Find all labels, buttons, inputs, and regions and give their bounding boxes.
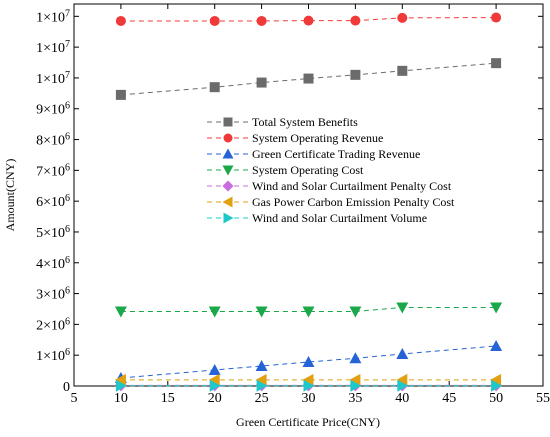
x-axis-label: Green Certificate Price(CNY) [236,415,380,429]
x-tick-label: 25 [255,391,269,406]
x-tick-label: 55 [536,391,550,406]
legend-item: Total System Benefits [207,115,358,129]
data-point [396,302,408,313]
x-tick-label: 20 [208,391,222,406]
data-point [396,348,408,359]
y-tick-label: 1×107 [36,69,70,87]
x-tick-label: 45 [442,391,456,406]
x-tick-label: 15 [161,391,175,406]
legend-item: Gas Power Carbon Emission Penalty Cost [207,195,455,209]
series [116,58,501,100]
y-tick-label: 0 [63,380,70,395]
data-point [257,78,267,88]
data-point [304,74,314,84]
data-point [490,340,502,351]
data-point [349,306,361,317]
legend-marker [223,166,234,176]
y-axis-label: Amount(CNY) [3,159,17,232]
legend-item: Green Certificate Trading Revenue [207,147,420,161]
legend-label: System Operating Revenue [252,131,383,145]
y-tick-label: 3×106 [36,285,70,303]
legend-marker [224,213,234,224]
legend-label: Green Certificate Trading Revenue [252,147,420,161]
legend-label: Wind and Solar Curtailment Penalty Cost [252,179,452,193]
legend-item: Wind and Solar Curtailment Volume [207,211,427,225]
data-point [210,82,220,92]
data-point [116,90,126,100]
y-tick-label: 4×106 [36,254,70,272]
series [116,13,501,26]
data-point [257,16,267,26]
y-tick-label: 1×107 [36,39,70,57]
y-tick-label: 6×106 [36,193,70,211]
y-tick-label: 9×106 [36,100,70,118]
data-point [491,58,501,68]
y-tick-label: 1×107 [36,8,70,26]
legend: Total System Benefits System Operating Re… [207,115,455,225]
data-point [350,16,360,26]
y-tick-label: 7×106 [36,162,70,180]
legend-marker [224,134,233,143]
y-tick-label: 2×106 [36,316,70,334]
data-point [350,70,360,80]
legend-item: Wind and Solar Curtailment Penalty Cost [207,179,452,193]
x-tick-label: 35 [348,391,362,406]
legend-label: System Operating Cost [252,163,364,177]
x-tick-label: 50 [489,391,503,406]
data-point [209,306,221,317]
data-point [397,13,407,23]
data-point [209,364,221,375]
legend-marker [224,118,233,127]
data-point [210,16,220,26]
data-point [116,16,126,26]
series [115,340,502,383]
legend-item: System Operating Cost [207,163,364,177]
y-tick-label: 5×106 [36,223,70,241]
legend-item: System Operating Revenue [207,131,383,145]
x-tick-label: 40 [395,391,409,406]
legend-label: Total System Benefits [252,115,358,129]
legend-marker [223,149,234,159]
series [115,302,502,317]
legend-label: Wind and Solar Curtailment Volume [252,211,427,225]
legend-marker [223,181,234,192]
legend-marker [223,197,233,208]
x-tick-label: 30 [302,391,316,406]
data-point [397,66,407,76]
data-point [349,352,361,363]
x-tick-label: 10 [114,391,128,406]
data-point [491,13,501,23]
y-tick-label: 8×106 [36,131,70,149]
x-tick-label: 5 [71,391,78,406]
data-point [304,16,314,26]
y-tick-label: 1×106 [36,347,70,365]
legend-label: Gas Power Carbon Emission Penalty Cost [252,195,455,209]
